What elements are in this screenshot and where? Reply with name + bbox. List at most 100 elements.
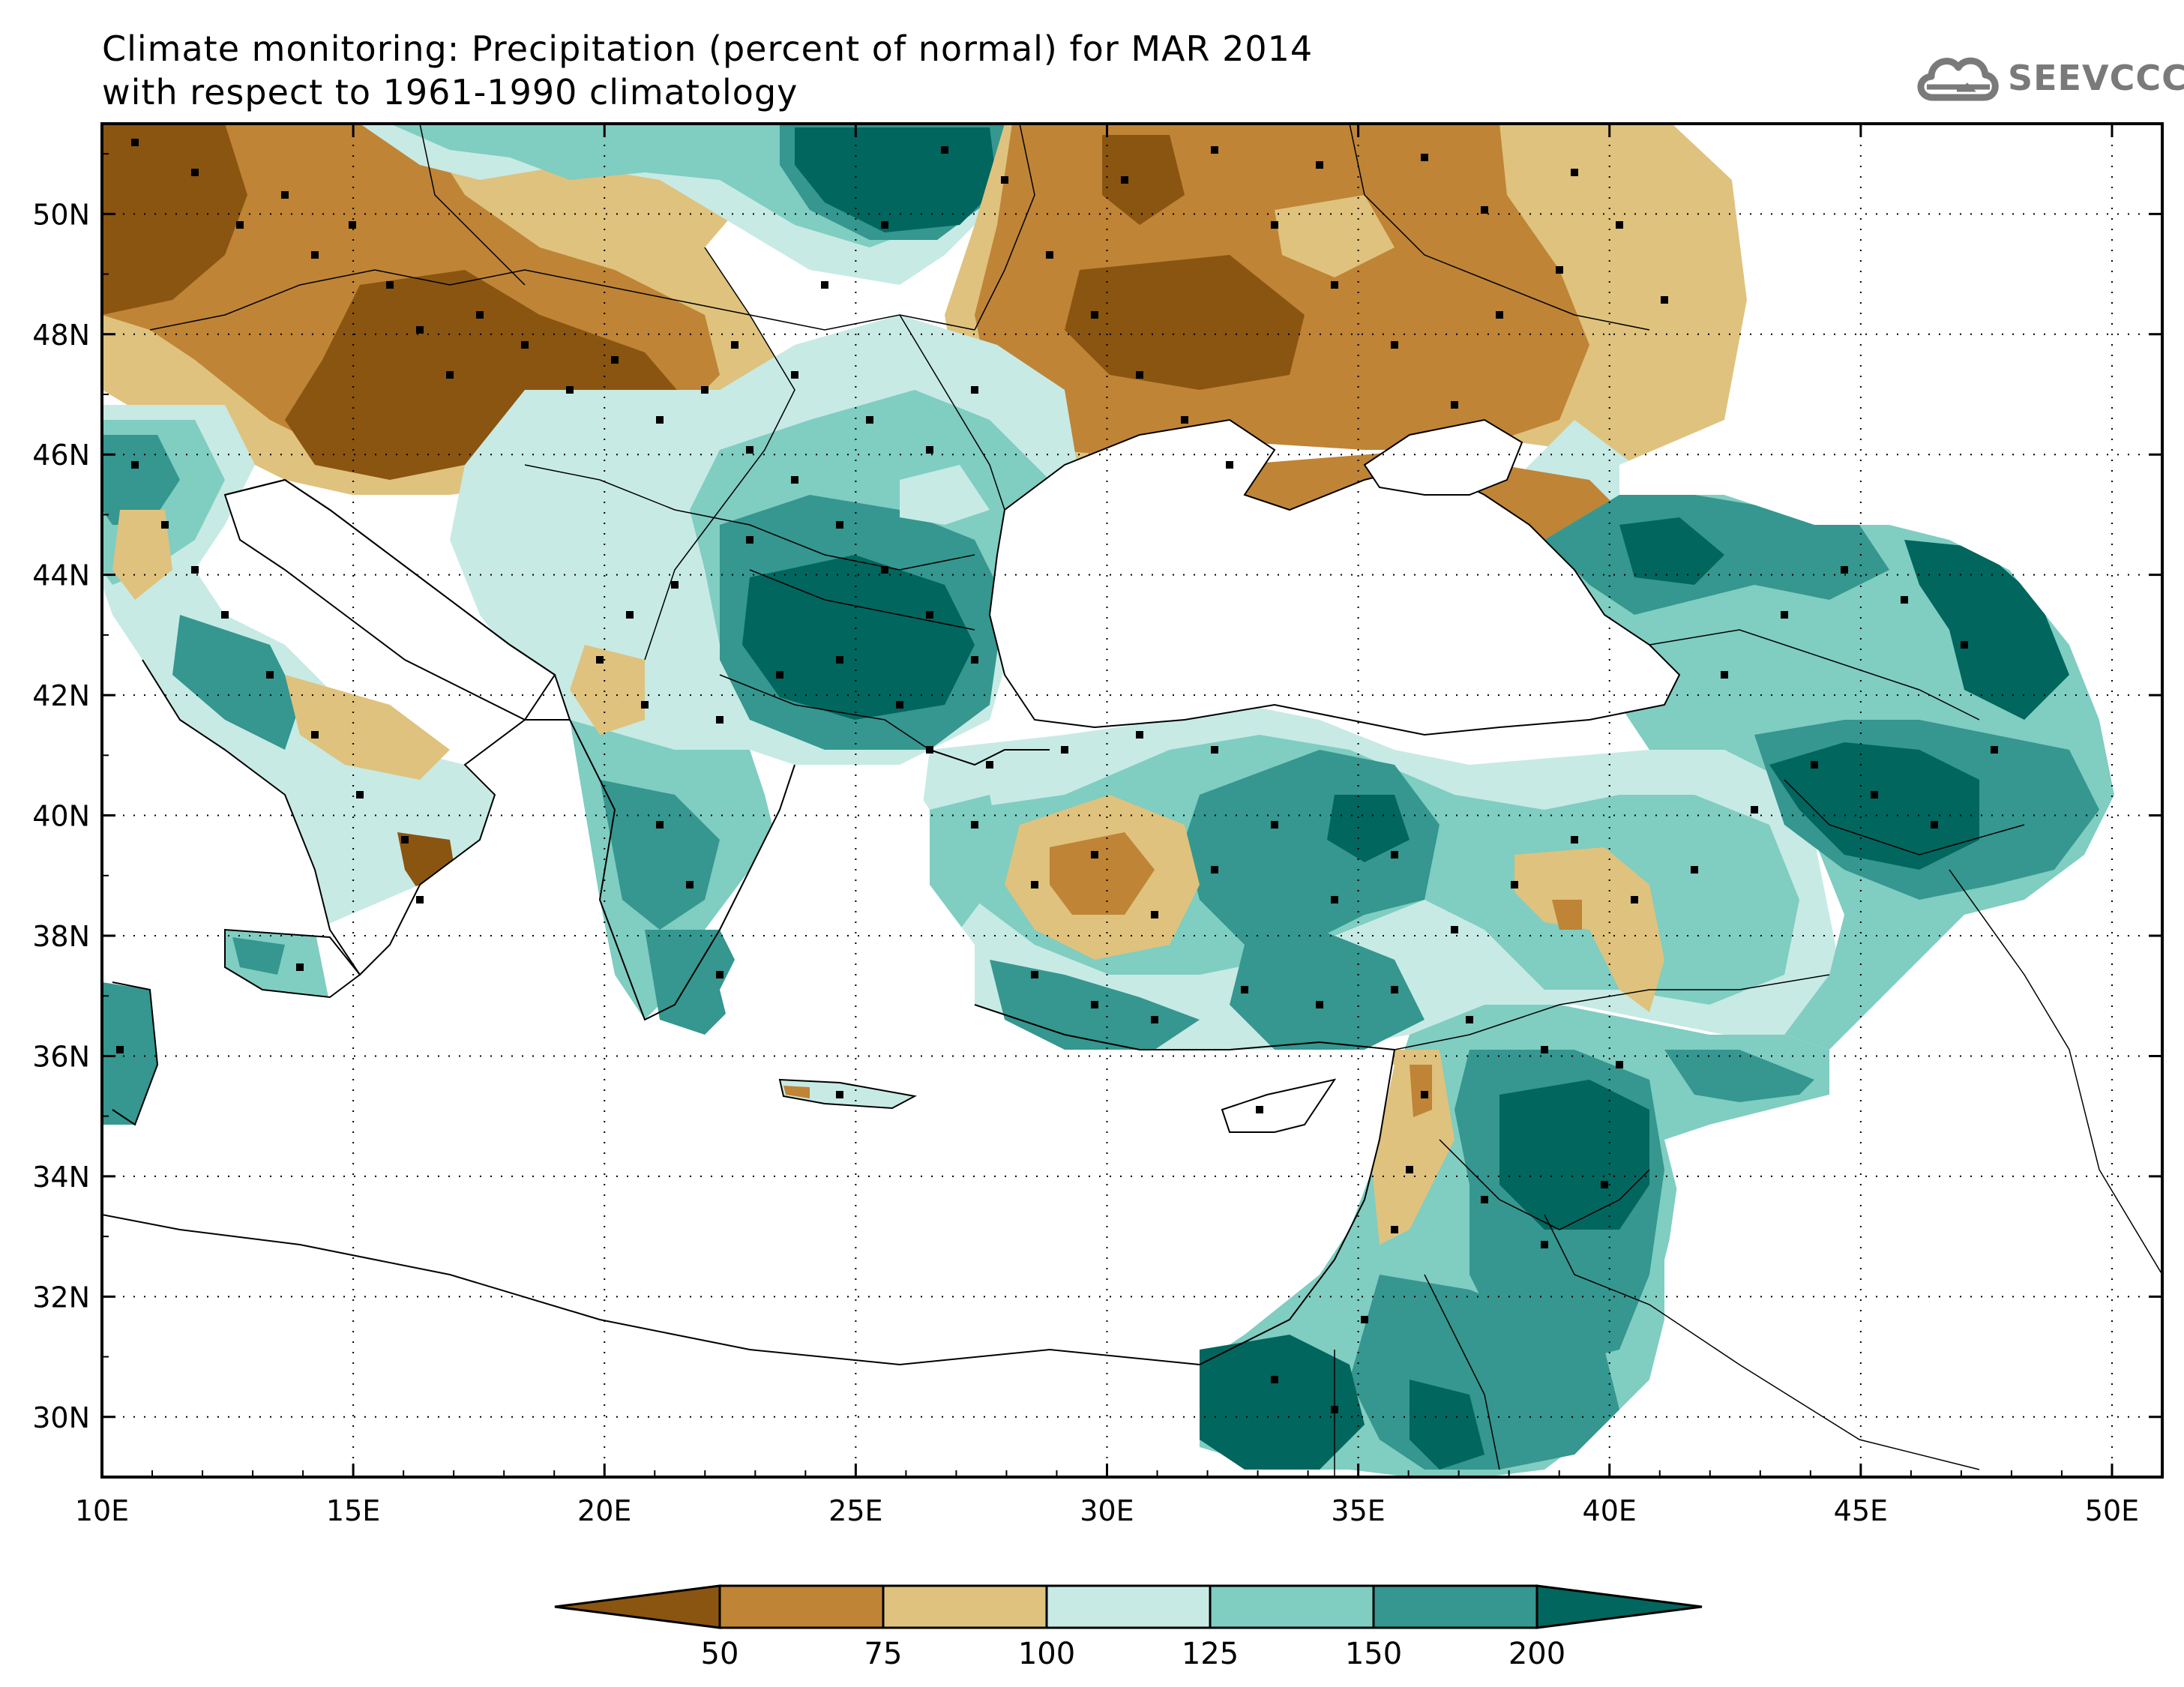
station-marker xyxy=(611,356,619,364)
field-region-turkey xyxy=(1514,847,1664,1012)
title-block: Climate monitoring: Precipitation (perce… xyxy=(102,27,1313,114)
country-border xyxy=(1439,1139,1650,1230)
station-marker xyxy=(701,386,709,394)
country-border xyxy=(749,569,975,631)
y-tick-label: 32N xyxy=(32,1281,90,1314)
station-marker xyxy=(1721,671,1728,679)
country-border xyxy=(899,314,1005,511)
x-tick-label: 15E xyxy=(326,1494,380,1527)
y-tick-label: 48N xyxy=(32,319,90,352)
field-region-turkey xyxy=(1327,795,1410,862)
y-tick-label: 46N xyxy=(32,439,90,472)
station-marker xyxy=(116,1046,124,1053)
country-border xyxy=(974,124,1035,331)
station-marker xyxy=(131,461,139,469)
field-region-balkans xyxy=(900,465,990,525)
station-marker xyxy=(971,656,978,664)
station-marker xyxy=(791,371,798,379)
station-marker xyxy=(1151,911,1158,918)
station-marker xyxy=(191,566,199,574)
colorbar-label: 150 xyxy=(1345,1637,1402,1671)
station-marker xyxy=(1421,154,1428,161)
station-marker xyxy=(1256,1106,1263,1113)
station-marker xyxy=(1331,896,1338,903)
station-marker xyxy=(1466,1016,1473,1023)
crimea-land xyxy=(1363,418,1523,496)
station-marker xyxy=(1751,806,1758,814)
station-marker xyxy=(311,731,319,739)
station-marker xyxy=(1001,176,1008,184)
station-marker xyxy=(1241,986,1248,993)
station-marker xyxy=(386,281,394,289)
country-borders xyxy=(149,124,2162,1477)
field-region-ukraine xyxy=(1065,255,1305,390)
station-marker xyxy=(356,791,364,799)
station-marker xyxy=(446,371,454,379)
station-marker xyxy=(881,566,888,574)
y-tick-label: 40N xyxy=(32,800,90,833)
station-marker xyxy=(1571,169,1578,176)
station-marker xyxy=(986,761,993,769)
station-marker xyxy=(1391,1226,1398,1233)
axes: 10E 15E 20E 25E 30E 35E 40E 45E 50E 30N 32N 34N 36N 3… xyxy=(32,124,2163,1527)
field-region-turkey xyxy=(1230,930,1425,1050)
x-tick-label: 30E xyxy=(1080,1494,1134,1527)
field-region-levant xyxy=(1372,1050,1455,1245)
station-marker xyxy=(1451,401,1458,409)
station-marker xyxy=(926,746,933,754)
station-marker xyxy=(1481,1196,1488,1203)
field-region-aegean xyxy=(930,795,1005,930)
station-marker xyxy=(896,701,903,709)
country-border xyxy=(644,247,795,661)
station-marker xyxy=(836,521,843,529)
east-no-data xyxy=(1649,900,2162,1477)
x-tick-label: 50E xyxy=(2085,1494,2139,1527)
field-region-caucasus xyxy=(1904,540,2069,720)
x-tick-label: 45E xyxy=(1834,1494,1888,1527)
station-marker xyxy=(1031,971,1038,978)
y-tick-label: 42N xyxy=(32,679,90,712)
station-marker xyxy=(1091,851,1098,858)
colorbar-label: 50 xyxy=(701,1637,739,1671)
station-marker xyxy=(1391,986,1398,993)
colorbar-segment xyxy=(882,1584,1048,1629)
station-marker xyxy=(941,146,948,154)
country-border xyxy=(419,124,526,286)
colorbar-left-arrow xyxy=(554,1584,721,1629)
station-marker xyxy=(296,963,304,971)
field-region-italy xyxy=(112,510,172,600)
aegean-sea xyxy=(720,750,1065,1080)
colorbar-segment xyxy=(1209,1584,1375,1629)
field-region-sardinia xyxy=(102,982,157,1125)
station-marker xyxy=(1091,1001,1098,1008)
station-marker xyxy=(236,221,244,229)
coastline-levant xyxy=(1199,1049,1395,1365)
field-region-turkey xyxy=(1552,900,1582,930)
field-region-italy xyxy=(172,615,300,750)
cloud-icon xyxy=(1917,57,1999,101)
station-marker xyxy=(161,521,169,529)
station-marker xyxy=(746,536,753,544)
country-border xyxy=(1784,779,2025,855)
logo-text: SEEVCCC xyxy=(2008,58,2184,98)
field-region-caucasus xyxy=(1769,742,1979,870)
title-line-1: Climate monitoring: Precipitation (perce… xyxy=(102,28,1314,69)
field-region-greece xyxy=(600,780,720,930)
field-region-italy xyxy=(102,435,180,525)
station-marker xyxy=(1331,281,1338,289)
colorbar-label: 100 xyxy=(1018,1637,1075,1671)
title-line-2: with respect to 1961-1990 climatology xyxy=(102,72,798,112)
station-marker xyxy=(656,416,664,424)
sea-mask xyxy=(102,124,2162,1477)
station-marker xyxy=(349,221,356,229)
colorbar-label: 125 xyxy=(1182,1637,1239,1671)
station-marker xyxy=(1391,341,1398,349)
colorbar-segment xyxy=(1045,1584,1212,1629)
station-marker xyxy=(1541,1241,1548,1248)
colorbar-label: 75 xyxy=(864,1637,903,1671)
station-marker xyxy=(1421,1091,1428,1098)
station-marker xyxy=(836,656,843,664)
station-marker xyxy=(716,716,724,724)
north-africa xyxy=(102,1215,1200,1477)
